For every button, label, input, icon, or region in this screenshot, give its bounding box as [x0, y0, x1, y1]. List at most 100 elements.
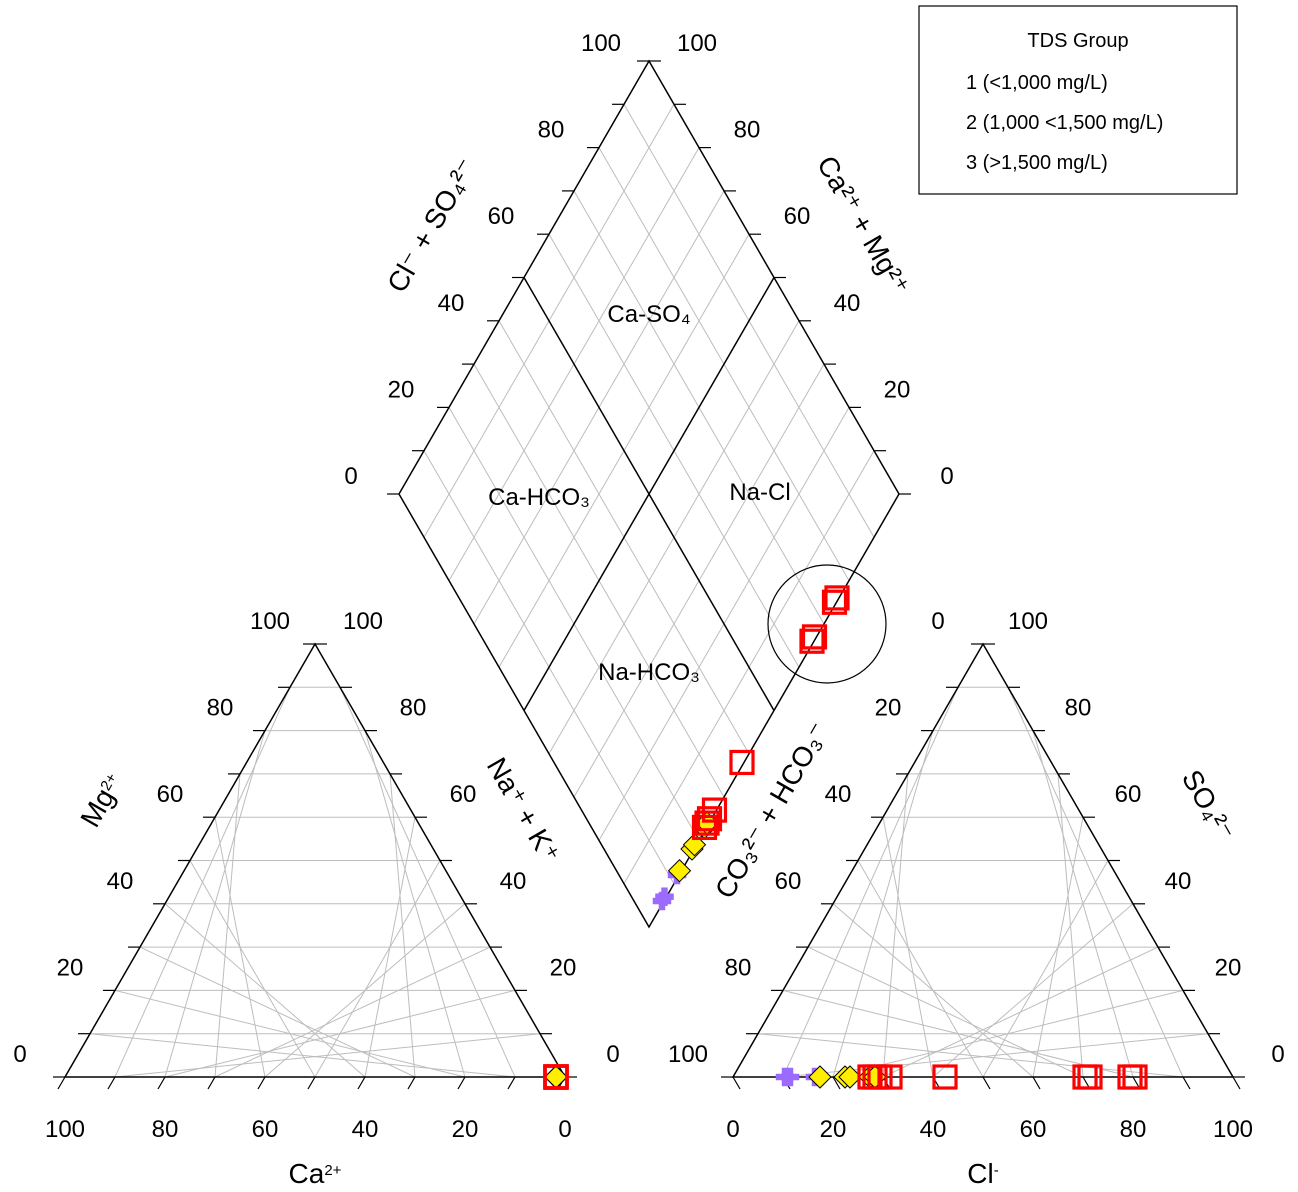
anion-gridline	[807, 946, 1084, 1078]
cation-bottom-tick	[57, 1076, 66, 1090]
diamond-point	[701, 797, 728, 823]
diamond-point	[801, 624, 828, 650]
cation-bottom-tick	[407, 1076, 416, 1090]
anion-gridline	[782, 989, 1134, 1078]
cation-right-tick-label: 60	[450, 781, 477, 808]
anion-right-tick-label: 0	[1271, 1041, 1284, 1068]
anion-right-tick-label: 20	[1215, 954, 1242, 981]
cation-point	[544, 1065, 568, 1089]
diamond-left-tick-label: 40	[438, 290, 465, 317]
anion-right-tick-label: 100	[1008, 608, 1048, 635]
cation-point	[543, 1064, 569, 1090]
anion-bottom-tick	[732, 1076, 741, 1090]
diamond-right-tick-label: 80	[734, 117, 761, 144]
cation-left-tick-label: 60	[157, 781, 184, 808]
highlight-circle	[767, 564, 887, 684]
diamond-right-tick-label: 60	[784, 203, 811, 230]
anion-bottom-tick-label: 40	[920, 1116, 947, 1143]
anion-gridline	[757, 1033, 1184, 1078]
cation-left-tick-label: 80	[207, 695, 234, 722]
anion-gridline	[1007, 687, 1184, 1078]
anion-gridline	[832, 903, 1034, 1078]
cation-bottom-tick-label: 100	[45, 1116, 85, 1143]
diamond-left-tick-label: 20	[388, 376, 415, 403]
cation-bottom-axis-title-part: 2+	[324, 1162, 341, 1179]
diamond-point	[799, 628, 825, 654]
cation-gridline	[364, 730, 466, 1078]
anion-point	[877, 1064, 903, 1090]
anion-right-tick-label: 60	[1115, 781, 1142, 808]
anion-bottom-tick	[832, 1076, 841, 1090]
diamond-left-axis-title: Cl⁻ + SO₄²⁻	[381, 153, 482, 298]
cation-gridline	[364, 817, 416, 1078]
diamond-left-axis-title-part: Cl⁻ + SO₄²⁻	[381, 153, 482, 298]
legend-entry-label: 2 (1,000 <1,500 mg/L)	[966, 112, 1163, 134]
diamond-point	[667, 859, 692, 883]
data-points	[543, 72, 1148, 1090]
anion-left-axis-title-part: CO₃²⁻ + HCO₃⁻	[709, 717, 835, 904]
cation-left-tick-label: 100	[250, 608, 290, 635]
anion-right-tick-label: 80	[1065, 695, 1092, 722]
legend-entry-label: 3 (>1,500 mg/L)	[966, 152, 1108, 174]
anion-bottom-tick-label: 80	[1120, 1116, 1147, 1143]
cation-bottom-tick-label: 80	[152, 1116, 179, 1143]
cation-bottom-tick	[257, 1076, 266, 1090]
anion-gridline	[1032, 817, 1084, 1078]
anion-point	[780, 1067, 800, 1087]
diamond-point	[696, 806, 723, 832]
anion-left-tick-label: 20	[875, 695, 902, 722]
anion-gridline	[1057, 773, 1084, 1078]
anion-left-tick-label: 40	[825, 781, 852, 808]
region-label: Ca-SO₄	[607, 301, 690, 328]
anion-bottom-tick-label: 60	[1020, 1116, 1047, 1143]
legend-box	[918, 5, 1238, 195]
cation-bottom-tick-label: 60	[252, 1116, 279, 1143]
legend-title: TDS Group	[1027, 30, 1128, 52]
cation-bottom-tick	[507, 1076, 516, 1090]
anion-bottom-tick-label: 20	[820, 1116, 847, 1143]
cation-bottom-axis-title: Ca2+	[289, 1158, 342, 1189]
anion-bottom-axis-title-part: Cl	[967, 1158, 993, 1189]
cation-left-axis-title-part: Mg	[74, 783, 120, 832]
label-layer: 100 80 60 40 20 0 0 20 40 60 80 100 0 20 40 60 80 100 0 20 4…	[13, 30, 1284, 1189]
anion-bottom-tick	[1182, 1076, 1191, 1090]
cation-right-tick-label: 20	[550, 954, 577, 981]
anion-right-tick-label: 40	[1165, 868, 1192, 895]
anion-gridline	[857, 860, 984, 1078]
region-label: Na-Cl	[729, 479, 790, 506]
anion-gridline	[982, 860, 1109, 1078]
diamond-point	[824, 585, 850, 611]
anion-point	[838, 1065, 862, 1089]
cation-bottom-tick-label: 0	[558, 1116, 571, 1143]
diamond-point	[694, 810, 720, 836]
anion-bottom-tick-label: 0	[726, 1116, 739, 1143]
grid-layer	[89, 104, 1209, 1078]
cation-gridline	[339, 687, 516, 1078]
cation-gridline	[389, 773, 416, 1078]
anion-point	[808, 1065, 832, 1089]
anion-bottom-tick	[1032, 1076, 1041, 1090]
cation-right-tick-label: 80	[400, 695, 427, 722]
diamond-right-tick-label: 20	[884, 376, 911, 403]
cation-left-tick-label: 0	[13, 1041, 26, 1068]
anion-left-tick-label: 60	[775, 868, 802, 895]
anion-bottom-tick	[1232, 1076, 1241, 1090]
cation-bottom-tick-label: 40	[352, 1116, 379, 1143]
cation-bottom-tick-label: 20	[452, 1116, 479, 1143]
anion-point	[1122, 1064, 1148, 1090]
cation-right-tick-label: 0	[606, 1041, 619, 1068]
cation-gridline	[139, 946, 416, 1078]
cation-left-axis-title-part: 2+	[97, 770, 120, 794]
cation-bottom-tick	[207, 1076, 216, 1090]
cation-left-tick-label: 40	[107, 868, 134, 895]
cation-left-axis-title: Mg2+	[74, 768, 129, 832]
region-label: Ca-HCO₃	[488, 484, 590, 511]
cation-bottom-tick	[107, 1076, 116, 1090]
cation-gridline	[164, 903, 366, 1078]
diamond-left-tick-label: 0	[344, 463, 357, 490]
anion-point	[1077, 1064, 1103, 1090]
anion-bottom-tick	[982, 1076, 991, 1090]
anion-point	[932, 1064, 958, 1090]
cation-bottom-tick	[157, 1076, 166, 1090]
